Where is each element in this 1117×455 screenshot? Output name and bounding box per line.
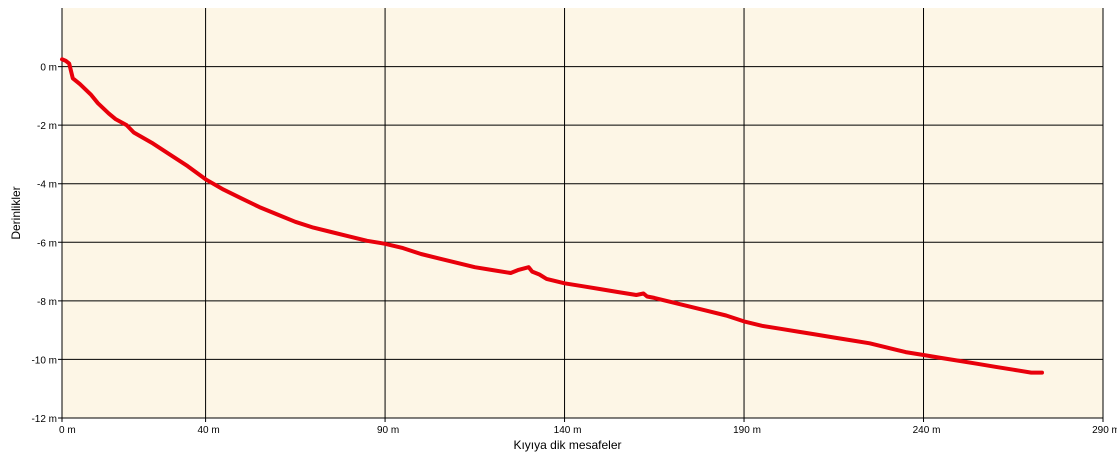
x-tick-label: 0 m (59, 425, 76, 436)
y-tick-label: -2 m (37, 121, 57, 132)
plot-area (62, 8, 1103, 418)
y-tick-label: -10 m (31, 355, 57, 366)
y-axis-title: Derinlikler (9, 186, 23, 239)
x-axis-ticks: 0 m 40 m 90 m 140 m 190 m 240 m 290 m (59, 425, 1117, 436)
grid (58, 8, 1104, 422)
y-tick-label: -4 m (37, 180, 57, 191)
x-tick-label: 240 m (913, 425, 941, 436)
x-tick-label: 190 m (733, 425, 761, 436)
x-tick-label: 90 m (377, 425, 399, 436)
y-tick-label: -12 m (31, 414, 57, 425)
x-tick-label: 40 m (197, 425, 219, 436)
y-tick-label: -8 m (37, 297, 57, 308)
x-axis-title: Kıyıya dik mesafeler (513, 438, 621, 452)
x-tick-label: 290 m (1092, 425, 1117, 436)
y-axis-ticks: 0 m -2 m -4 m -6 m -8 m -10 m -12 m (31, 63, 57, 425)
y-tick-label: 0 m (40, 63, 57, 74)
y-tick-label: -6 m (37, 238, 57, 249)
depth-series-line (60, 57, 1044, 375)
x-tick-label: 140 m (554, 425, 582, 436)
series-layer (60, 57, 1044, 375)
